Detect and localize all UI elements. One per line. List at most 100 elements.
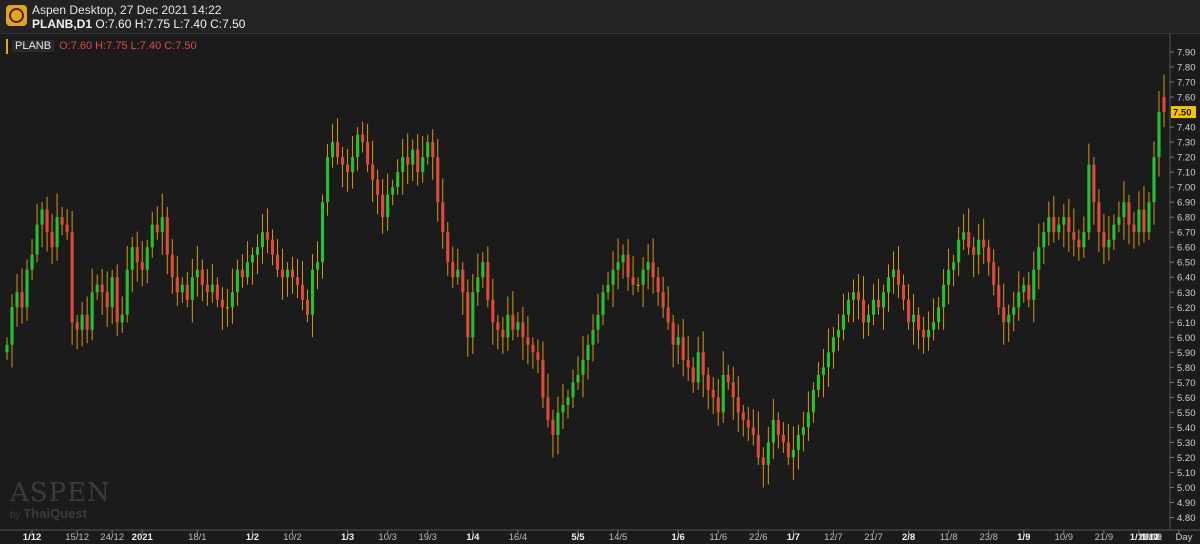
candle-body bbox=[20, 292, 24, 308]
candle-body bbox=[831, 337, 835, 353]
candle-body bbox=[796, 434, 800, 450]
candle bbox=[711, 376, 715, 414]
candle bbox=[50, 213, 54, 264]
price-tick-label: 5.10 bbox=[1177, 468, 1196, 479]
candle-body bbox=[811, 389, 815, 413]
candle-body bbox=[50, 232, 54, 248]
candle-body bbox=[681, 337, 685, 360]
time-tick-label: 10/9 bbox=[1055, 532, 1074, 543]
candle bbox=[987, 239, 991, 276]
candle-body bbox=[315, 262, 320, 270]
candle-body bbox=[230, 292, 234, 308]
candle bbox=[15, 273, 19, 327]
candle-body bbox=[240, 269, 244, 278]
candle bbox=[891, 251, 896, 294]
candle bbox=[346, 149, 350, 192]
legend-symbol[interactable]: PLANB bbox=[12, 40, 55, 52]
candle bbox=[295, 258, 300, 299]
candle-body bbox=[871, 299, 876, 315]
time-tick-label: 16/4 bbox=[509, 532, 528, 543]
candle-body bbox=[361, 134, 365, 143]
candlestick-chart[interactable]: 7.90 7.80 7.70 7.60 7.50 7.40 7.30 7.20 7.10 7.00… bbox=[0, 34, 1200, 544]
candle-body bbox=[255, 247, 259, 255]
candle-body bbox=[1132, 224, 1136, 233]
price-tick-label: 6.60 bbox=[1177, 243, 1196, 254]
candle bbox=[736, 376, 740, 432]
candle bbox=[1007, 304, 1011, 342]
price-tick-label: 5.90 bbox=[1177, 348, 1196, 359]
candle-body bbox=[346, 164, 350, 173]
candle bbox=[691, 357, 695, 393]
candle bbox=[561, 383, 565, 429]
candle-body bbox=[927, 329, 931, 338]
candle-body bbox=[1027, 284, 1031, 300]
candle bbox=[356, 127, 360, 171]
candle-body bbox=[150, 224, 154, 248]
candle bbox=[1032, 251, 1036, 323]
candle-body bbox=[331, 142, 335, 158]
candle bbox=[195, 246, 199, 297]
price-tick-label: 5.80 bbox=[1177, 363, 1196, 374]
candle bbox=[1127, 194, 1131, 245]
candle bbox=[801, 411, 805, 452]
candle bbox=[886, 264, 891, 312]
candle-body bbox=[105, 292, 109, 308]
candle-body bbox=[1097, 202, 1101, 233]
candle bbox=[962, 213, 966, 251]
candle-body bbox=[1147, 202, 1151, 233]
last-price-label: 7.50 bbox=[1173, 108, 1192, 119]
candle bbox=[431, 129, 435, 180]
candle-body bbox=[1077, 239, 1081, 248]
candle-body bbox=[55, 217, 59, 248]
candle bbox=[225, 288, 229, 327]
candle bbox=[716, 379, 720, 426]
candle bbox=[451, 246, 455, 288]
thaiquest-watermark: by ThaiQuest bbox=[10, 506, 87, 521]
candle-body bbox=[591, 329, 595, 345]
candle-body bbox=[10, 307, 14, 345]
candle bbox=[80, 301, 84, 347]
candle-body bbox=[260, 232, 264, 248]
candle-body bbox=[806, 412, 810, 428]
price-tick-label: 4.80 bbox=[1177, 513, 1196, 524]
candle-body bbox=[856, 292, 861, 300]
candle-body bbox=[716, 397, 720, 413]
candle bbox=[341, 146, 345, 188]
candle-body bbox=[576, 374, 580, 383]
candle-body bbox=[476, 277, 480, 293]
time-tick-label: 5/5 bbox=[571, 532, 585, 543]
candle bbox=[641, 256, 645, 308]
candle-body bbox=[861, 299, 866, 323]
candle-body bbox=[275, 254, 280, 270]
candle bbox=[446, 221, 450, 276]
candle-body bbox=[456, 269, 460, 278]
price-tick-label: 5.30 bbox=[1177, 438, 1196, 449]
candle bbox=[521, 306, 525, 360]
time-tick-label: 18/1 bbox=[188, 532, 207, 543]
candle bbox=[481, 252, 485, 288]
candle bbox=[741, 404, 745, 437]
candle bbox=[65, 209, 69, 240]
candle bbox=[766, 426, 770, 485]
candle bbox=[1062, 204, 1066, 248]
candle-body bbox=[326, 157, 330, 203]
candle-body bbox=[711, 389, 715, 398]
time-tick-label: 24/12 bbox=[100, 532, 124, 543]
candle bbox=[331, 123, 335, 168]
candle-body bbox=[606, 284, 610, 293]
price-tick-label: 6.40 bbox=[1177, 273, 1196, 284]
candle-body bbox=[1162, 97, 1166, 113]
candle-body bbox=[1087, 164, 1091, 233]
candle-body bbox=[556, 412, 560, 435]
time-tick-label: 1/6 bbox=[672, 532, 685, 543]
candle bbox=[791, 426, 795, 480]
candle-body bbox=[801, 427, 805, 435]
candle-body bbox=[746, 419, 750, 428]
candle bbox=[140, 241, 144, 287]
candle bbox=[220, 286, 224, 330]
candle-body bbox=[1002, 307, 1006, 323]
candle-body bbox=[431, 142, 435, 158]
candle-body bbox=[776, 419, 780, 435]
time-tick-label: 1/11 bbox=[1141, 532, 1160, 543]
candle-body bbox=[881, 292, 886, 308]
